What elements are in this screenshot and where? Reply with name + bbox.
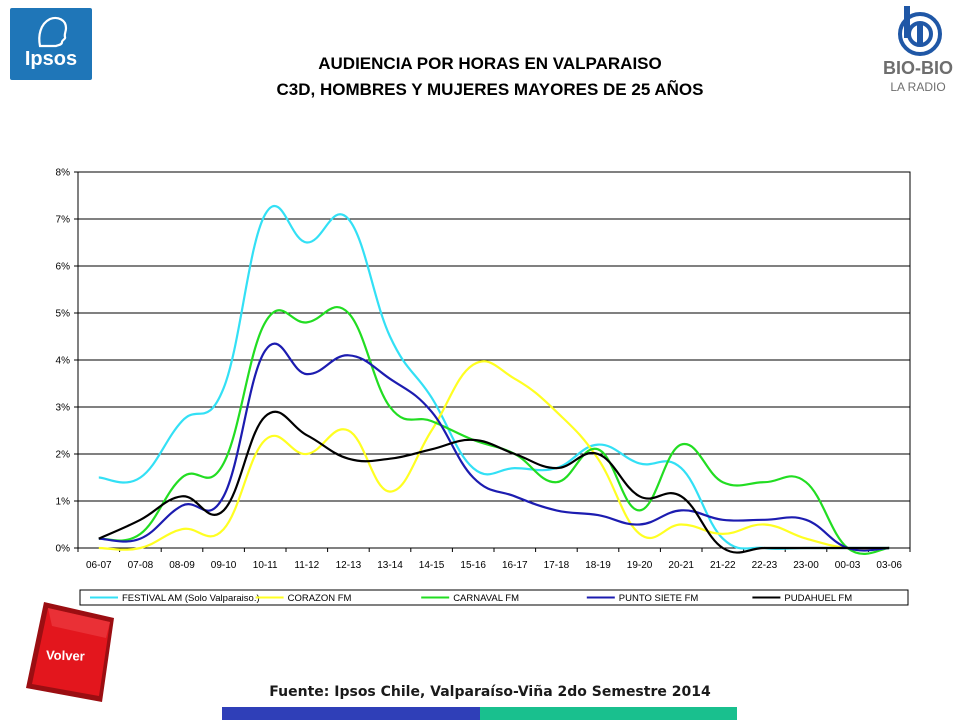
- footer-bar-teal: [480, 707, 737, 720]
- source-note: Fuente: Ipsos Chile, Valparaíso-Viña 2do…: [269, 684, 711, 700]
- y-tick-label: 3%: [56, 403, 71, 414]
- volver-panel-icon: [26, 602, 114, 702]
- x-tick-label: 12-13: [336, 560, 362, 571]
- ipsos-logo: Ipsos: [10, 8, 92, 80]
- x-axis-ticks: 06-07 07-08 08-09 09-10 10-11 11-12 12-13 13-14…: [77, 548, 911, 571]
- biobio-logo: BIO-BIO LA RADIO: [882, 4, 954, 104]
- x-tick-label: 23-00: [793, 560, 819, 571]
- legend-box: [79, 589, 909, 606]
- x-tick-label: 20-21: [668, 560, 694, 571]
- y-axis-ticks: 0% 1% 2% 3% 4% 5% 6% 7% 8%: [56, 168, 78, 555]
- x-tick-label: 11-12: [294, 560, 319, 571]
- y-tick-label: 1%: [56, 497, 71, 508]
- profile-head-icon: [38, 16, 68, 48]
- x-tick-label: 15-16: [460, 560, 486, 571]
- x-tick-label: 08-09: [169, 560, 195, 571]
- chart-title-line1: AUDIENCIA POR HORAS EN VALPARAISO: [318, 54, 662, 73]
- y-tick-label: 6%: [56, 262, 71, 273]
- series-lines: [98, 204, 890, 555]
- y-tick-label: 4%: [56, 356, 71, 367]
- x-tick-label: 21-22: [710, 560, 736, 571]
- x-tick-label: 00-03: [835, 560, 861, 571]
- series-line-4: [98, 410, 890, 554]
- y-tick-label: 8%: [56, 168, 71, 179]
- chart-title-line2: C3D, HOMBRES Y MUJERES MAYORES DE 25 AÑO…: [276, 80, 704, 99]
- x-tick-label: 19-20: [627, 560, 653, 571]
- volver-label: Volver: [45, 647, 86, 664]
- legend-label: PUDAHUEL FM: [784, 593, 852, 604]
- legend-label: CARNAVAL FM: [453, 593, 519, 604]
- biobio-logo-subtext: LA RADIO: [890, 80, 946, 94]
- biobio-logo-text: BIO-BIO: [883, 58, 953, 78]
- ipsos-logo-text: Ipsos: [24, 48, 78, 70]
- legend-label: FESTIVAL AM (Solo Valparaiso.): [122, 593, 260, 604]
- series-line-1: [98, 360, 890, 551]
- x-tick-label: 09-10: [211, 560, 237, 571]
- x-tick-label: 14-15: [419, 560, 445, 571]
- y-tick-label: 0%: [56, 544, 71, 555]
- x-tick-label: 03-06: [876, 560, 902, 571]
- footer-bar-blue: [222, 707, 480, 720]
- x-tick-label: 13-14: [377, 560, 403, 571]
- gridlines: [78, 218, 910, 502]
- y-tick-label: 7%: [56, 215, 71, 226]
- series-line-3: [98, 342, 890, 552]
- biobio-emblem-icon: [898, 6, 942, 56]
- x-tick-label: 07-08: [128, 560, 154, 571]
- volver-button[interactable]: Volver: [22, 598, 122, 706]
- x-tick-label: 16-17: [502, 560, 528, 571]
- x-tick-label: 10-11: [253, 560, 278, 571]
- x-tick-label: 06-07: [86, 560, 112, 571]
- x-tick-label: 18-19: [585, 560, 611, 571]
- series-line-0: [98, 204, 890, 550]
- legend-label: CORAZON FM: [288, 593, 352, 604]
- series-line-2: [98, 306, 890, 555]
- chart-legend: FESTIVAL AM (Solo Valparaiso.) CORAZON FM…: [90, 593, 852, 604]
- x-tick-label: 22-23: [752, 560, 778, 571]
- y-tick-label: 2%: [56, 450, 71, 461]
- x-tick-label: 17-18: [544, 560, 570, 571]
- y-tick-label: 5%: [56, 309, 71, 320]
- legend-label: PUNTO SIETE FM: [619, 593, 699, 604]
